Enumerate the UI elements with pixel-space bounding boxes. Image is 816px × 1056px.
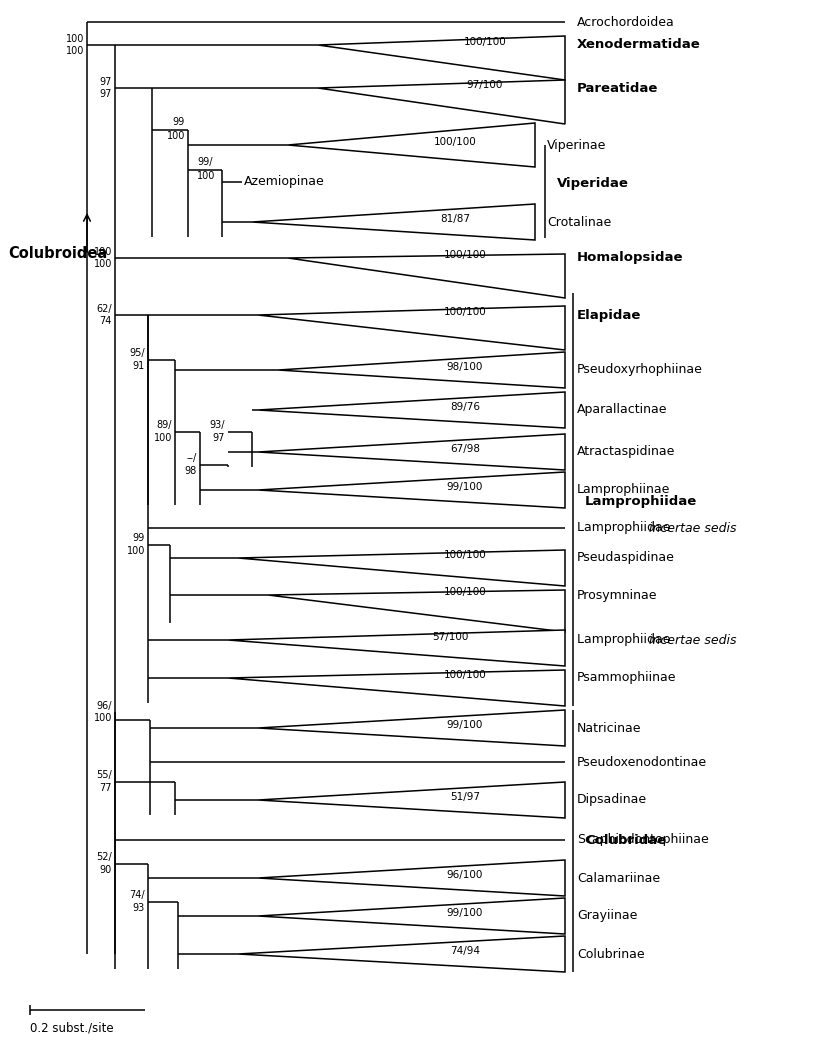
Text: 52/: 52/	[96, 852, 112, 862]
Text: Natricinae: Natricinae	[577, 721, 641, 735]
Text: 100: 100	[126, 546, 145, 557]
Polygon shape	[258, 898, 565, 934]
Text: 100: 100	[166, 131, 185, 142]
Text: 97/100: 97/100	[467, 80, 503, 90]
Text: Viperidae: Viperidae	[557, 177, 629, 190]
Text: 90: 90	[100, 865, 112, 875]
Text: 100: 100	[65, 46, 84, 56]
Text: 100/100: 100/100	[463, 37, 507, 48]
Polygon shape	[252, 204, 535, 240]
Text: Acrochordoidea: Acrochordoidea	[577, 16, 675, 29]
Text: Prosymninae: Prosymninae	[577, 588, 658, 602]
Text: Elapidae: Elapidae	[577, 308, 641, 321]
Text: Atractaspidinae: Atractaspidinae	[577, 446, 676, 458]
Text: 62/: 62/	[96, 304, 112, 314]
Polygon shape	[258, 710, 565, 746]
Text: 95/: 95/	[130, 348, 145, 358]
Text: Colubridae: Colubridae	[585, 834, 666, 848]
Text: 100: 100	[65, 34, 84, 44]
Text: 97: 97	[100, 89, 112, 99]
Text: 98/100: 98/100	[447, 362, 483, 372]
Polygon shape	[228, 670, 565, 706]
Text: 0.2 subst./site: 0.2 subst./site	[30, 1021, 113, 1035]
Text: 98: 98	[184, 466, 197, 476]
Text: 81/87: 81/87	[440, 214, 470, 224]
Text: 97: 97	[100, 77, 112, 87]
Text: Calamariinae: Calamariinae	[577, 871, 660, 885]
Text: 100/100: 100/100	[444, 250, 486, 260]
Text: Crotalinae: Crotalinae	[547, 215, 611, 228]
Text: Colubrinae: Colubrinae	[577, 947, 645, 961]
Text: Homalopsidae: Homalopsidae	[577, 251, 684, 264]
Text: 99/100: 99/100	[447, 482, 483, 492]
Text: incertae sedis: incertae sedis	[649, 522, 737, 534]
Text: 57/100: 57/100	[432, 631, 468, 642]
Text: 100: 100	[94, 247, 112, 257]
Text: 100/100: 100/100	[444, 550, 486, 560]
Text: 99: 99	[173, 117, 185, 127]
Text: Pseudoxyrhophiinae: Pseudoxyrhophiinae	[577, 363, 703, 377]
Text: 100: 100	[153, 433, 172, 444]
Text: --/: --/	[187, 453, 197, 463]
Polygon shape	[288, 254, 565, 298]
Text: 100/100: 100/100	[433, 137, 477, 147]
Text: 99/100: 99/100	[447, 720, 483, 730]
Text: Lamprophiidae: Lamprophiidae	[577, 634, 675, 646]
Polygon shape	[238, 936, 565, 972]
Text: Dipsadinae: Dipsadinae	[577, 793, 647, 807]
Polygon shape	[258, 306, 565, 350]
Text: Grayiinae: Grayiinae	[577, 909, 637, 923]
Polygon shape	[258, 472, 565, 508]
Text: 100: 100	[94, 713, 112, 723]
Text: 96/100: 96/100	[447, 870, 483, 880]
Text: 74: 74	[100, 316, 112, 326]
Text: 100: 100	[94, 259, 112, 269]
Text: incertae sedis: incertae sedis	[649, 634, 737, 646]
Text: 51/97: 51/97	[450, 792, 480, 802]
Text: 67/98: 67/98	[450, 444, 480, 454]
Polygon shape	[278, 352, 565, 388]
Polygon shape	[268, 590, 565, 631]
Polygon shape	[288, 122, 535, 167]
Text: 89/76: 89/76	[450, 402, 480, 412]
Text: Pseudaspidinae: Pseudaspidinae	[577, 551, 675, 565]
Text: 55/: 55/	[96, 770, 112, 780]
Text: 97: 97	[213, 433, 225, 444]
Text: Psammophiinae: Psammophiinae	[577, 672, 676, 684]
Text: 91: 91	[133, 361, 145, 371]
Text: 93/: 93/	[210, 420, 225, 430]
Polygon shape	[228, 630, 565, 666]
Polygon shape	[258, 434, 565, 470]
Text: Xenodermatidae: Xenodermatidae	[577, 38, 701, 52]
Text: 89/: 89/	[157, 420, 172, 430]
Text: 100: 100	[197, 171, 215, 181]
Polygon shape	[258, 782, 565, 818]
Text: Lamprophiinae: Lamprophiinae	[577, 484, 671, 496]
Polygon shape	[238, 550, 565, 586]
Text: Pseudoxenodontinae: Pseudoxenodontinae	[577, 755, 707, 769]
Text: 100/100: 100/100	[444, 587, 486, 597]
Text: Azemiopinae: Azemiopinae	[244, 175, 325, 189]
Text: Lamprophiidae: Lamprophiidae	[577, 522, 675, 534]
Text: 74/: 74/	[130, 890, 145, 900]
Text: Viperinae: Viperinae	[547, 138, 606, 151]
Text: 100/100: 100/100	[444, 670, 486, 680]
Text: Aparallactinae: Aparallactinae	[577, 403, 667, 416]
Text: 77: 77	[100, 782, 112, 793]
Text: Lamprophiidae: Lamprophiidae	[585, 495, 697, 508]
Polygon shape	[318, 36, 565, 80]
Polygon shape	[318, 80, 565, 124]
Text: 99/100: 99/100	[447, 908, 483, 918]
Text: 99/: 99/	[197, 157, 212, 167]
Text: 99: 99	[133, 533, 145, 543]
Text: 100/100: 100/100	[444, 307, 486, 317]
Text: Colubroidea: Colubroidea	[8, 246, 107, 262]
Text: 93: 93	[133, 903, 145, 913]
Polygon shape	[258, 860, 565, 895]
Text: Pareatidae: Pareatidae	[577, 81, 659, 94]
Text: Scaphiodontophiinae: Scaphiodontophiinae	[577, 833, 709, 847]
Text: 74/94: 74/94	[450, 946, 480, 956]
Polygon shape	[258, 392, 565, 428]
Text: 96/: 96/	[96, 701, 112, 711]
